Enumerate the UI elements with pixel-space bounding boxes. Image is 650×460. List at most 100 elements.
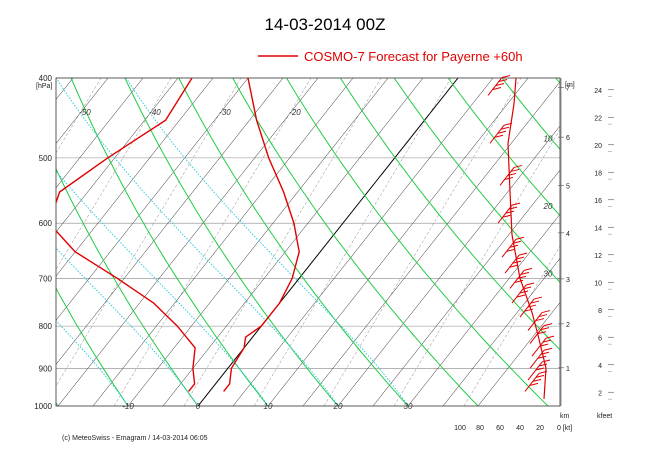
height-km-caption: km <box>560 413 570 420</box>
mixing-ratio-line <box>0 78 31 406</box>
isotherm <box>56 78 284 365</box>
wind-barb <box>501 236 525 258</box>
wind-barb-flag <box>539 343 549 347</box>
wind-barb <box>529 347 553 369</box>
mixing-ratio-line <box>56 78 172 270</box>
isotherm <box>267 78 529 406</box>
pressure-tick-label: 400 <box>39 74 53 83</box>
wind-barb-flag <box>520 271 530 275</box>
temperature-tick-label: 30 <box>404 402 413 411</box>
wind-barb-flag <box>506 248 516 252</box>
wind-barb-flag <box>543 323 553 327</box>
wind-barb-flag <box>501 74 511 78</box>
height-kfeet-tick-label: 4 <box>598 363 602 370</box>
wind-barb-shaft <box>511 284 527 304</box>
wind-barb-shaft <box>531 337 547 357</box>
wind-barb <box>529 323 553 344</box>
wind-barb-flag <box>545 335 555 339</box>
wind-barbs <box>487 74 555 392</box>
wind-barb-shaft <box>524 373 540 392</box>
height-km-tick-label: 1 <box>566 366 570 373</box>
wind-barb-flag <box>535 367 545 371</box>
isotherm <box>477 302 560 406</box>
wind-barb-flag <box>517 275 527 279</box>
height-km-tick-label: 4 <box>566 231 570 238</box>
height-kfeet-tick-label: 2 <box>598 390 602 397</box>
dry-adiabat <box>339 78 560 351</box>
height-km-tick-label: 2 <box>566 322 570 329</box>
wind-speed-axis: 100 80 60 40 20 <box>454 425 544 432</box>
wind-barb-flag <box>510 168 520 172</box>
height-kfeet-tick-label: 24 <box>594 88 602 95</box>
height-km-tick-label: 3 <box>566 277 570 284</box>
height-kfeet-caption: kfeet <box>597 413 612 420</box>
mixing-ratio-line <box>253 78 452 406</box>
isotherm <box>0 78 38 406</box>
wind-barb-flag <box>503 122 513 126</box>
pressure-tick-label: 700 <box>39 274 53 283</box>
wind-barb <box>524 370 548 392</box>
height-kfeet-tick-label: 18 <box>594 170 602 177</box>
chart-title: 14-03-2014 00Z <box>265 15 386 34</box>
wind-speed-tick-label: 20 <box>536 425 544 432</box>
wind-barb-flag <box>519 290 529 294</box>
wind-barb-flag <box>542 339 552 343</box>
dry-adiabat <box>56 401 59 406</box>
series-line-temperature <box>223 78 300 392</box>
wind-barb-shaft <box>497 204 513 224</box>
series-line-dewpoint <box>56 78 196 392</box>
wind-barb-flag <box>541 359 551 363</box>
wind-barb-flag <box>497 130 507 134</box>
isotherm <box>56 78 109 145</box>
temperature-tick-label: 10 <box>264 402 273 411</box>
wind-barb-flag <box>512 240 522 244</box>
isotherm-label-top: -20 <box>289 108 301 117</box>
wind-speed-tick-label: 100 <box>454 425 466 432</box>
temperature-tick-label: 20 <box>333 402 343 411</box>
mixing-ratio-line <box>393 129 560 406</box>
temperature-axis: -10 0 10 20 30 <box>122 402 413 411</box>
wind-barb-flag <box>538 370 548 374</box>
wind-barb-flag <box>509 244 519 248</box>
wind-barb-flag <box>512 260 522 264</box>
dry-adiabat <box>555 78 560 84</box>
wind-barb <box>527 359 551 381</box>
wind-barb-flag <box>505 210 515 214</box>
wind-barb-flag <box>529 382 539 386</box>
wind-profile-label: 30 <box>544 269 553 278</box>
wind-profile-labels: 10 20 30 <box>543 134 553 278</box>
moist-adiabat <box>56 247 199 406</box>
wind-barb-shaft <box>504 254 520 274</box>
wind-barb <box>504 252 528 274</box>
height-km-unit: [m] <box>565 82 575 89</box>
isotherm-label-top: -30 <box>219 108 231 117</box>
wind-barb-shaft <box>527 312 543 331</box>
wind-speed-unit: 0 [kt] <box>557 425 572 432</box>
mixing-ratio-line <box>183 78 382 406</box>
wind-barb-shaft <box>499 167 515 186</box>
dry-adiabat <box>124 78 339 406</box>
isotherm <box>0 78 3 406</box>
wind-barb-flag <box>530 300 540 304</box>
wind-barb-flag <box>533 296 543 300</box>
diagram-grid <box>0 78 650 406</box>
wind-barb-flag <box>514 279 524 283</box>
mixing-ratio-line <box>56 78 242 387</box>
height-kfeet-tick-label: 10 <box>594 280 602 287</box>
dry-adiabat <box>393 78 560 283</box>
sounding-series <box>56 78 547 399</box>
isotherm <box>56 78 214 277</box>
dry-adiabat <box>610 78 650 406</box>
wind-speed-tick-label: 60 <box>496 425 504 432</box>
wind-barb-flag <box>538 314 548 318</box>
moist-adiabat <box>125 78 409 406</box>
wind-barb-flag <box>515 256 525 260</box>
isotherm <box>302 81 560 406</box>
wind-barb-flag <box>492 86 502 90</box>
height-kfeet-tick-label: 6 <box>598 335 602 342</box>
wind-barb-shaft <box>489 124 505 144</box>
wind-barb-shaft <box>509 270 525 289</box>
wind-barb-shaft <box>519 298 535 318</box>
